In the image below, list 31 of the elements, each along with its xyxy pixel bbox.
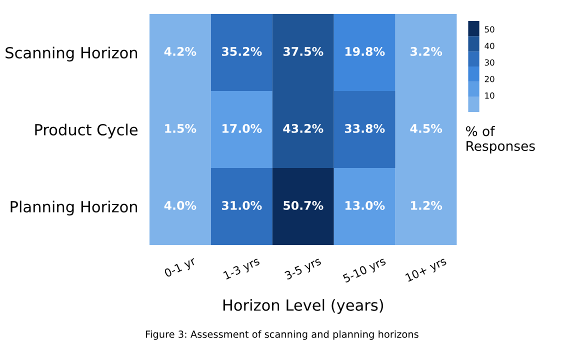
data-label: 4.5%	[410, 124, 442, 133]
x-tick-label: 3-5 yrs	[284, 256, 322, 282]
x-axis-title: Horizon Level (years)	[223, 299, 384, 314]
data-label: 4.0%	[164, 200, 196, 210]
data-label: 1.2%	[411, 200, 442, 210]
x-tick-label: 5-10 yrs	[342, 256, 388, 285]
data-label: 43.2%	[283, 124, 324, 133]
data-label: 17.0%	[222, 124, 262, 133]
data-label: 31.0%	[222, 200, 262, 210]
color-bar-label: 40	[484, 42, 494, 50]
x-tick-label: 1-3 yrs	[223, 256, 261, 282]
color-bar-label: 10	[485, 92, 494, 99]
data-label: 1.5%	[165, 124, 196, 133]
caption: Figure 3: Assessment of scanning and planning horizons	[146, 330, 418, 340]
color-bar-title: % of Responses	[466, 126, 535, 154]
data-label: 33.8%	[344, 124, 385, 133]
data-label: 13.0%	[345, 200, 385, 210]
color-bar-label: 20	[484, 76, 494, 82]
y-tick-label: Scanning Horizon	[6, 46, 138, 62]
x-tick-label: 0-1 yr	[164, 256, 198, 280]
color-bar-label: 50	[484, 26, 494, 33]
data-label: 35.2%	[222, 46, 262, 56]
y-tick-label: Product Cycle	[35, 124, 138, 138]
data-label: 50.7%	[284, 200, 324, 210]
color-bar-label: 30	[484, 59, 494, 66]
y-tick-label: Planning Horizon	[10, 200, 138, 216]
data-label: 4.2%	[164, 46, 196, 56]
data-label: 37.5%	[283, 46, 324, 56]
x-tick-label: 10+ yrs	[405, 256, 448, 284]
data-label: 3.2%	[410, 46, 442, 56]
data-label: 19.8%	[345, 46, 385, 56]
